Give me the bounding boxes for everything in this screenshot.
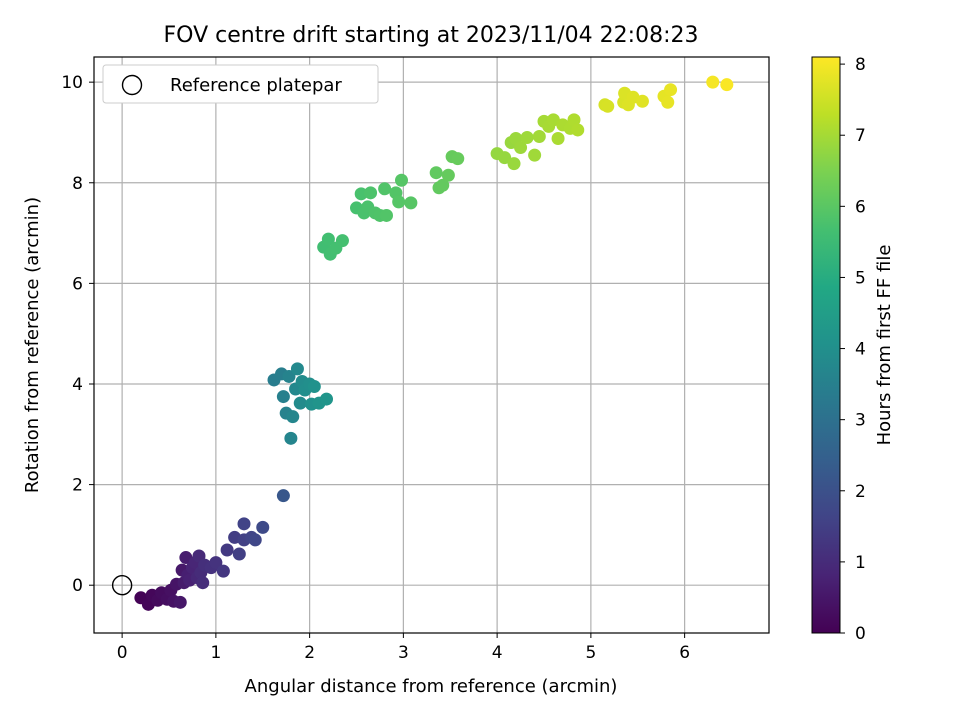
data-point [380, 208, 393, 222]
x-tick-label: 6 [679, 643, 690, 663]
data-point [507, 157, 521, 171]
plot-frame [93, 56, 770, 634]
data-points [111, 75, 734, 611]
data-point [276, 390, 290, 404]
data-point [571, 123, 585, 137]
reference-platepar-marker [111, 575, 133, 596]
colorbar-tick-label: 2 [855, 482, 866, 502]
data-point [551, 131, 565, 145]
legend-label: Reference platepar [170, 75, 342, 96]
colorbar-tick-label: 1 [855, 553, 866, 573]
colorbar-ticks: 0 1 2 3 4 5 6 7 8 [840, 55, 866, 644]
data-point [232, 547, 246, 561]
x-axis-label: Angular distance from reference (arcmin) [245, 676, 618, 697]
data-point [520, 130, 534, 144]
data-point [720, 78, 734, 92]
data-point [248, 533, 262, 547]
data-point [290, 362, 304, 376]
x-tick-label: 0 [117, 643, 128, 663]
colorbar-tick-label: 3 [855, 411, 866, 431]
x-tick-label: 2 [304, 643, 315, 663]
grid-lines [94, 57, 769, 633]
colorbar-tick-label: 0 [855, 624, 866, 644]
x-axis-ticks: 0 1 2 3 4 5 6 [117, 633, 690, 663]
data-point [276, 489, 290, 503]
data-point [209, 556, 223, 570]
legend: Reference platepar [102, 64, 379, 104]
data-point [354, 187, 368, 201]
colorbar-tick-label: 7 [855, 126, 866, 146]
x-tick-label: 1 [210, 643, 221, 663]
y-axis-label: Rotation from reference (arcmin) [22, 197, 43, 493]
legend-box [102, 64, 379, 104]
data-point [237, 517, 251, 531]
data-point [256, 520, 270, 534]
colorbar-label: Hours from first FF file [874, 245, 895, 446]
data-point [567, 113, 581, 127]
data-point [220, 543, 234, 557]
y-tick-label: 4 [72, 375, 83, 395]
data-point [320, 392, 333, 406]
x-tick-label: 5 [585, 643, 596, 663]
data-point [335, 234, 349, 248]
data-point [196, 576, 210, 590]
colorbar-tick-label: 5 [855, 268, 866, 288]
y-tick-label: 10 [61, 73, 83, 93]
data-point [404, 196, 418, 210]
data-point [451, 152, 465, 166]
data-point [664, 83, 678, 97]
data-point [601, 99, 615, 113]
data-point [321, 232, 335, 246]
colorbar-gradient [811, 56, 841, 634]
colorbar-tick-label: 4 [855, 340, 866, 360]
colorbar-tick-label: 6 [855, 197, 866, 217]
data-point [286, 410, 300, 424]
data-point [528, 148, 542, 162]
y-tick-label: 6 [72, 274, 83, 294]
y-tick-label: 8 [72, 174, 83, 194]
data-point [392, 195, 406, 209]
data-point [429, 166, 443, 180]
data-point [441, 168, 455, 182]
data-point [307, 380, 321, 394]
y-axis-ticks: 0 2 4 6 8 10 [61, 73, 94, 596]
data-point [216, 564, 230, 578]
y-tick-label: 0 [72, 576, 83, 596]
data-point [364, 186, 378, 200]
data-point [284, 431, 298, 445]
data-point [378, 182, 392, 196]
data-point [498, 151, 512, 165]
data-point [532, 129, 546, 143]
data-point [395, 173, 408, 187]
data-point [173, 595, 187, 609]
data-point [706, 75, 720, 89]
data-point [293, 396, 307, 410]
data-point [436, 178, 450, 192]
colorbar-tick-label: 8 [855, 55, 866, 75]
x-tick-label: 4 [492, 643, 503, 663]
chart-title: FOV centre drift starting at 2023/11/04 … [164, 23, 699, 48]
data-point [282, 369, 296, 383]
data-point [514, 141, 528, 155]
data-point [661, 95, 675, 109]
x-tick-label: 3 [398, 643, 409, 663]
legend-marker [121, 74, 143, 96]
data-point [635, 94, 649, 108]
colorbar: 0 1 2 3 4 5 6 7 8 Hours from first FF file [811, 55, 895, 644]
y-tick-label: 2 [72, 476, 83, 496]
